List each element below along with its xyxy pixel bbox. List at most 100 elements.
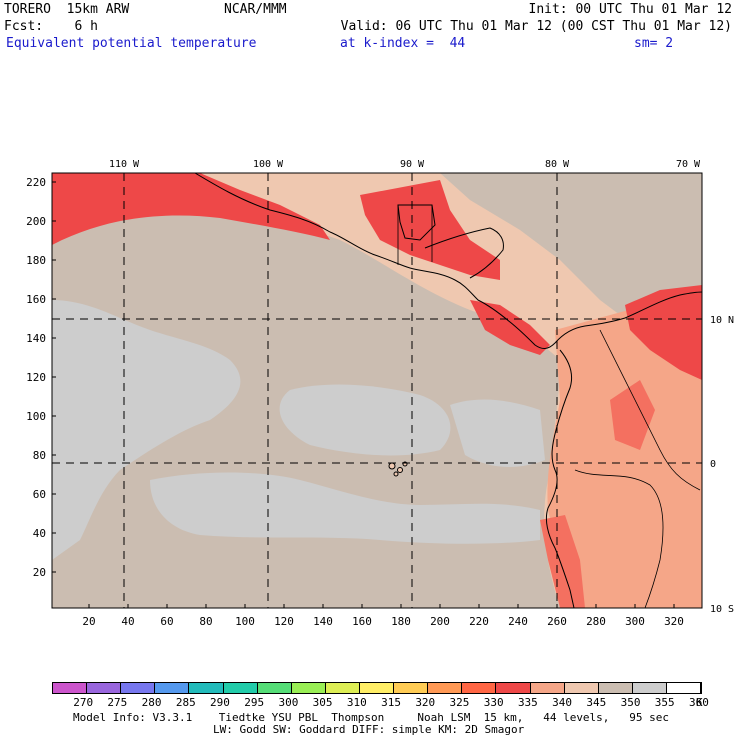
colorbar-value: 275	[107, 696, 128, 709]
y-tick-label: 140	[26, 332, 46, 345]
y-tick-label: 20	[33, 566, 46, 579]
x-tick-label: 220	[469, 615, 489, 628]
colorbar-swatch	[496, 683, 531, 693]
border-mexico	[397, 205, 433, 265]
colorbar-value: 325	[449, 696, 470, 709]
y-tick-label: 220	[26, 176, 46, 189]
colorbar-value: 300	[278, 696, 299, 709]
x-tick-label: 120	[274, 615, 294, 628]
colorbar-swatch	[189, 683, 224, 693]
colorbar-value: 350	[620, 696, 641, 709]
colorbar-value: 345	[586, 696, 607, 709]
colorbar-swatch	[121, 683, 156, 693]
lat-label-0: 0	[710, 459, 716, 470]
warm-band-north	[52, 173, 702, 608]
x-tick-label: 180	[391, 615, 411, 628]
colorbar-value: 315	[381, 696, 401, 709]
colorbar-swatch	[462, 683, 497, 693]
colorbar-value: 280	[141, 696, 162, 709]
colorbar-swatch	[325, 683, 360, 693]
y-tick-label: 100	[26, 410, 46, 423]
border-colombia	[599, 329, 701, 491]
lat-label-10n: 10 N	[710, 315, 734, 326]
physics-info: LW: Godd SW: Goddard DIFF: simple KM: 2D…	[213, 723, 525, 736]
colorbar-value: 340	[552, 696, 573, 709]
colorbar-swatch	[632, 683, 667, 693]
init-time: Init: 00 UTC Thu 01 Mar 12	[528, 2, 733, 17]
colorbar-value: 290	[210, 696, 230, 709]
coastline-honduras	[424, 227, 504, 279]
x-axis-ticks: 20 40 60 80 100 120 140 160 180 200 220 240 260 280 30…	[82, 604, 684, 628]
lon-label-100w: 100 W	[253, 159, 284, 170]
colorbar-value: 330	[483, 696, 504, 709]
colorbar-unit: K	[696, 696, 703, 709]
colorbar-swatch	[394, 683, 429, 693]
hot-region-isthmus	[470, 300, 550, 355]
coastline-north-america	[194, 173, 702, 349]
colorbar-value: 320	[415, 696, 436, 709]
forecast-hour: Fcst: 6 h	[4, 19, 98, 34]
border-peru	[574, 469, 664, 608]
colorbar-value: 355	[654, 696, 675, 709]
colorbar-swatch	[564, 683, 599, 693]
x-tick-label: 80	[199, 615, 212, 628]
colorbar-swatch	[87, 683, 122, 693]
warm-patch-south-coast	[540, 515, 585, 608]
cold-region-west	[52, 300, 241, 560]
y-axis-ticks: 20 40 60 80 100 120 140 160 180 200 220	[26, 176, 56, 579]
field-name: Equivalent potential temperature	[6, 36, 257, 51]
organization: NCAR/MMM	[224, 2, 287, 17]
x-tick-label: 160	[352, 615, 372, 628]
y-tick-label: 40	[33, 527, 46, 540]
lon-label-110w: 110 W	[109, 159, 140, 170]
x-tick-label: 40	[121, 615, 134, 628]
x-tick-label: 100	[235, 615, 255, 628]
x-tick-label: 200	[430, 615, 450, 628]
colorbar-swatch	[359, 683, 395, 693]
colorbar-value: 305	[312, 696, 333, 709]
map-plot: 110 W 100 W 90 W 80 W 70 W 10 N 0 10 S 2…	[26, 159, 734, 628]
lon-label-70w: 70 W	[676, 159, 701, 170]
colorbar-swatch	[530, 683, 565, 693]
model-info: Model Info: V3.3.1 Tiedtke YSU PBL Thomp…	[73, 711, 670, 724]
y-tick-label: 80	[33, 449, 46, 462]
x-tick-label: 60	[160, 615, 173, 628]
x-tick-label: 20	[82, 615, 95, 628]
colorbar-swatch	[598, 683, 633, 693]
smoothing: sm= 2	[634, 36, 674, 51]
colorbar-swatch	[155, 683, 190, 693]
y-tick-label: 160	[26, 293, 46, 306]
x-tick-label: 320	[664, 615, 684, 628]
colorbar-value: 285	[175, 696, 196, 709]
y-tick-label: 60	[33, 488, 46, 501]
colorbar-swatch	[223, 683, 258, 693]
colorbar-value: 335	[517, 696, 538, 709]
model-name: TORERO 15km ARW	[4, 2, 130, 17]
hot-region-northwest	[52, 173, 330, 245]
colorbar-swatch	[291, 683, 326, 693]
colorbar-value: 270	[73, 696, 94, 709]
y-tick-label: 120	[26, 371, 46, 384]
colorbar-swatch	[257, 683, 292, 693]
x-tick-label: 240	[508, 615, 528, 628]
colorbar-swatch	[53, 683, 88, 693]
colorbar	[52, 682, 702, 694]
x-tick-label: 300	[625, 615, 645, 628]
x-tick-label: 260	[547, 615, 567, 628]
warm-patch-andes	[610, 380, 655, 450]
x-tick-label: 280	[586, 615, 606, 628]
lon-label-90w: 90 W	[400, 159, 425, 170]
x-tick-label: 140	[313, 615, 333, 628]
coastline-south-america	[545, 349, 575, 608]
lon-label-80w: 80 W	[545, 159, 570, 170]
cold-region-east	[450, 399, 545, 467]
graticule	[52, 173, 702, 608]
lat-label-10s: 10 S	[710, 604, 734, 615]
cold-region-mid	[279, 384, 451, 456]
colorbar-swatch	[666, 683, 702, 693]
colorbar-labels: 270 275 280 285 290 295 300 305 310 315 320 325 330 3…	[52, 696, 712, 710]
cold-region-south	[150, 472, 540, 544]
colorbar-value: 310	[346, 696, 367, 709]
y-tick-label: 200	[26, 215, 46, 228]
y-tick-label: 180	[26, 254, 46, 267]
